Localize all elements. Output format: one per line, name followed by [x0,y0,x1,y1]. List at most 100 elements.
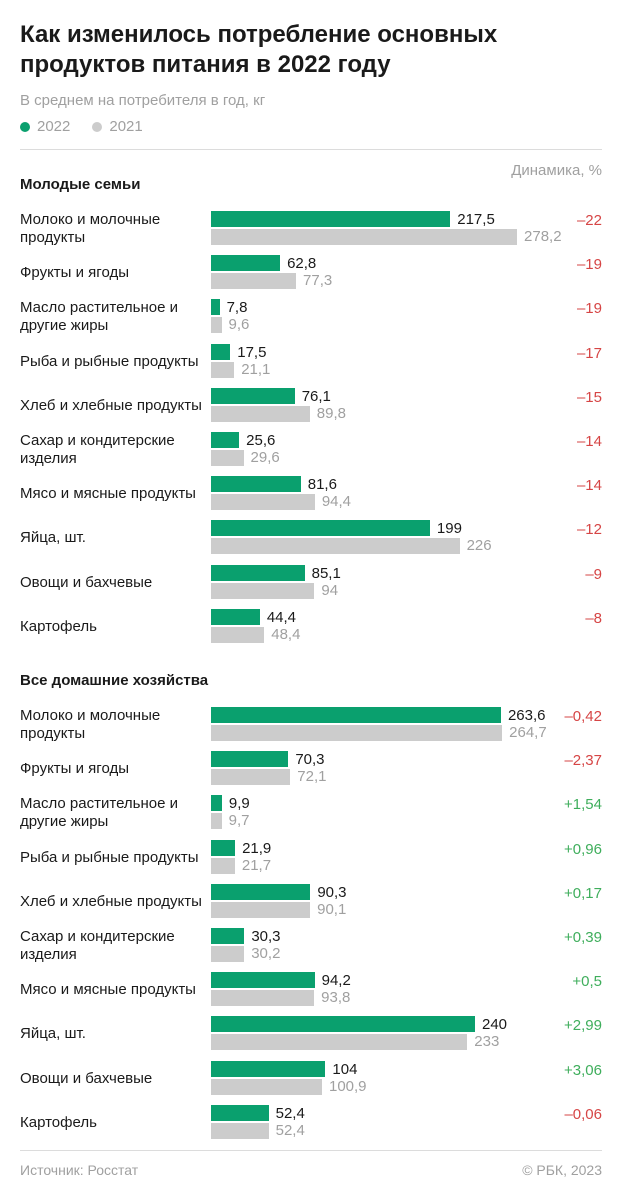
legend-label-2022: 2022 [37,118,71,135]
legend-item-2021: 2021 [92,118,143,135]
bar-2021 [211,582,315,599]
value-label-2021: 93,8 [321,989,351,1007]
bar-2022 [211,343,231,360]
dynamics-value: –14 [576,433,602,450]
dynamics-value: –12 [576,521,602,539]
source-text: Источник: Росстат [20,1162,139,1178]
bar-2021 [211,725,503,741]
bar-2021 [211,946,245,962]
value-label-2021: 94,4 [321,493,352,511]
bar-2021 [211,901,311,918]
value-label-2021: 30,2 [251,945,281,962]
bar-2021 [211,538,460,555]
bar-2021 [211,229,518,245]
value-label-2021: 72,1 [297,768,327,786]
dynamics-value: +1,54 [564,796,602,814]
dynamics-value: –14 [576,477,602,495]
value-label-2022: 263,6 [507,707,546,724]
value-label-2022: 104 [332,1060,358,1078]
bar-2022 [211,432,240,448]
dynamics-value: –0,42 [564,708,602,725]
bar-2022 [211,211,451,227]
bar-2022 [211,795,222,812]
value-label-2021: 233 [474,1033,500,1051]
value-label-2022: 90,3 [317,883,347,901]
bar-2021 [211,317,222,334]
value-label-2021: 77,3 [303,272,333,290]
dynamics-value: –22 [576,212,602,229]
value-label-2022: 21,9 [242,839,272,857]
row-label: Овощи и бахчевые [20,573,153,591]
legend-item-2022: 2022 [20,118,70,135]
bar-2022 [211,520,430,537]
section-title: Молодые семьи [20,176,141,193]
legend-label-2021: 2021 [109,118,143,135]
dynamics-value: +2,99 [564,1017,602,1035]
bar-2021 [211,1034,468,1051]
value-label-2021: 21,7 [241,856,272,874]
section-title: Все домашние хозяйства [20,672,209,689]
bar-2021 [211,405,310,422]
bar-2021 [211,1122,269,1139]
bar-2022 [211,972,315,989]
value-label-2022: 240 [482,1016,508,1034]
value-label-2021: 9,6 [228,316,250,334]
value-label-2022: 30,3 [251,928,281,945]
dynamics-value: –19 [576,300,602,318]
value-label-2021: 264,7 [509,724,547,741]
value-label-2022: 44,4 [266,608,297,626]
value-label-2022: 25,6 [246,432,276,449]
value-label-2022: 199 [436,520,462,538]
value-label-2021: 90,1 [317,900,347,918]
value-label-2022: 76,1 [301,387,331,405]
value-label-2021: 94 [321,581,339,599]
value-label-2021: 89,8 [316,404,346,422]
header-divider [20,149,602,150]
bar-2021 [211,450,244,466]
dynamics-value: –19 [576,256,602,274]
dynamics-value: –8 [585,609,602,627]
bar-2021 [211,857,235,874]
value-label-2022: 9,9 [228,795,250,813]
dynamics-header: Динамика, % [511,162,602,179]
bar-2021 [211,494,315,511]
value-label-2022: 81,6 [307,476,337,494]
bar-2022 [211,751,289,768]
dynamics-value: +0,5 [572,973,602,991]
value-label-2022: 217,5 [457,211,495,228]
footer-divider [20,1150,602,1151]
row-label: Хлеб и хлебные продукты [20,892,202,910]
legend-dot-2021 [92,121,103,132]
value-label-2021: 21,1 [241,360,271,378]
row-label: Овощи и бахчевые [20,1069,153,1087]
row-label: Рыба и рыбные продукты [20,352,199,370]
bar-2022 [211,299,220,316]
bar-2021 [211,273,297,290]
value-label-2021: 100,9 [328,1077,367,1095]
row-label: Хлеб и хлебные продукты [20,396,202,414]
bar-2021 [211,990,315,1007]
bar-2021 [211,769,291,786]
value-label-2021: 48,4 [271,625,301,643]
value-label-2021: 278,2 [524,228,562,245]
value-label-2022: 7,8 [226,299,248,317]
row-label: Масло растительное и другие жиры [20,795,178,831]
value-label-2022: 62,8 [287,255,317,273]
value-label-2022: 70,3 [295,751,325,769]
value-label-2022: 94,2 [321,972,351,990]
bar-2021 [211,361,235,378]
bar-2022 [211,387,295,404]
bar-2022 [211,883,311,900]
dynamics-value: –17 [576,344,602,362]
bar-2021 [211,1078,322,1095]
bar-2021 [211,626,265,643]
row-label: Сахар и кондитерские изделия [20,928,175,963]
row-label: Масло растительное и другие жиры [20,299,178,335]
dynamics-value: –15 [576,388,602,406]
legend-dot-2022 [20,121,30,132]
row-label: Картофель [20,1113,97,1131]
row-label: Фрукты и ягоды [20,760,129,778]
copyright-text: © РБК, 2023 [522,1162,602,1178]
value-label-2021: 52,4 [275,1121,305,1139]
dynamics-value: +0,96 [564,840,602,858]
